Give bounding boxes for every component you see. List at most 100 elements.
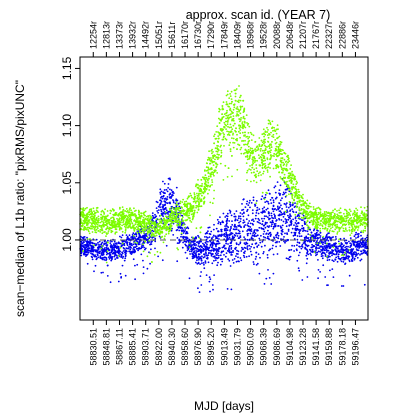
data-point <box>287 214 289 217</box>
data-point <box>118 251 121 253</box>
data-point <box>278 241 281 243</box>
data-point <box>284 161 287 163</box>
data-point <box>204 174 207 177</box>
data-point <box>218 132 221 135</box>
data-point <box>281 179 284 181</box>
data-point <box>312 235 315 238</box>
data-point <box>88 232 91 235</box>
data-point <box>240 117 243 119</box>
data-point <box>236 106 239 108</box>
data-point <box>187 227 190 230</box>
data-point <box>134 264 136 267</box>
data-point <box>294 229 297 231</box>
data-point <box>312 206 315 208</box>
data-point <box>233 142 236 144</box>
data-point <box>322 241 325 244</box>
data-point <box>211 152 213 155</box>
data-point <box>197 201 200 203</box>
data-point <box>355 245 358 247</box>
data-point <box>190 221 193 223</box>
data-point <box>163 189 166 191</box>
data-point <box>326 242 328 245</box>
data-point <box>319 271 321 273</box>
data-point <box>188 242 191 245</box>
data-point <box>362 251 365 254</box>
data-point <box>264 226 267 229</box>
data-point <box>130 209 133 212</box>
data-point <box>184 251 187 254</box>
data-point <box>336 233 339 235</box>
data-point <box>358 243 360 245</box>
data-point <box>164 200 167 203</box>
data-point <box>207 179 209 182</box>
data-point <box>340 260 343 263</box>
data-point <box>271 197 274 199</box>
data-point <box>221 260 224 263</box>
data-point <box>356 256 359 259</box>
data-point <box>209 278 212 281</box>
data-point <box>337 250 340 253</box>
data-point <box>240 259 243 262</box>
data-point <box>220 251 223 254</box>
data-point <box>212 236 214 238</box>
data-point <box>349 214 352 217</box>
data-point <box>86 248 88 251</box>
data-point <box>280 226 283 229</box>
data-point <box>193 193 196 196</box>
data-point <box>318 217 320 220</box>
data-point <box>84 207 87 210</box>
data-point <box>195 261 197 264</box>
data-point <box>211 202 214 205</box>
data-point <box>249 228 252 231</box>
data-point <box>337 240 340 243</box>
data-point <box>272 210 275 213</box>
data-point <box>359 259 362 262</box>
data-point <box>227 133 230 135</box>
data-point <box>280 161 283 164</box>
data-point <box>239 220 242 223</box>
data-point <box>121 230 124 233</box>
data-point <box>101 229 104 232</box>
data-point <box>270 221 273 224</box>
data-point <box>331 230 334 233</box>
data-point <box>101 254 103 257</box>
data-point <box>183 240 186 243</box>
data-point <box>208 226 211 229</box>
data-point <box>274 217 277 220</box>
data-point <box>336 223 338 226</box>
data-point <box>162 204 164 206</box>
data-point <box>289 213 291 216</box>
data-point <box>151 214 154 217</box>
data-point <box>303 229 305 232</box>
data-point <box>256 145 259 148</box>
data-point <box>157 205 160 208</box>
data-point <box>226 237 229 240</box>
data-point <box>275 236 278 239</box>
data-point <box>164 235 166 238</box>
data-point <box>345 209 348 212</box>
data-point <box>133 207 135 210</box>
data-point <box>342 251 344 254</box>
data-point <box>257 253 260 256</box>
data-point <box>219 263 222 266</box>
data-point <box>268 277 271 279</box>
data-point <box>324 253 327 256</box>
data-point <box>91 253 94 255</box>
data-point <box>126 238 128 241</box>
data-point <box>241 246 243 249</box>
data-point <box>91 245 94 247</box>
data-point <box>356 233 359 236</box>
data-point <box>198 258 200 260</box>
data-point <box>332 249 335 252</box>
data-point <box>238 221 240 224</box>
data-point <box>256 246 259 248</box>
data-point <box>220 235 223 238</box>
data-point <box>169 188 171 191</box>
data-point <box>281 233 283 236</box>
data-point <box>348 226 351 229</box>
data-point <box>309 221 312 224</box>
data-point <box>107 256 110 258</box>
data-point <box>239 242 242 245</box>
data-point <box>270 202 273 205</box>
data-point <box>281 197 283 200</box>
